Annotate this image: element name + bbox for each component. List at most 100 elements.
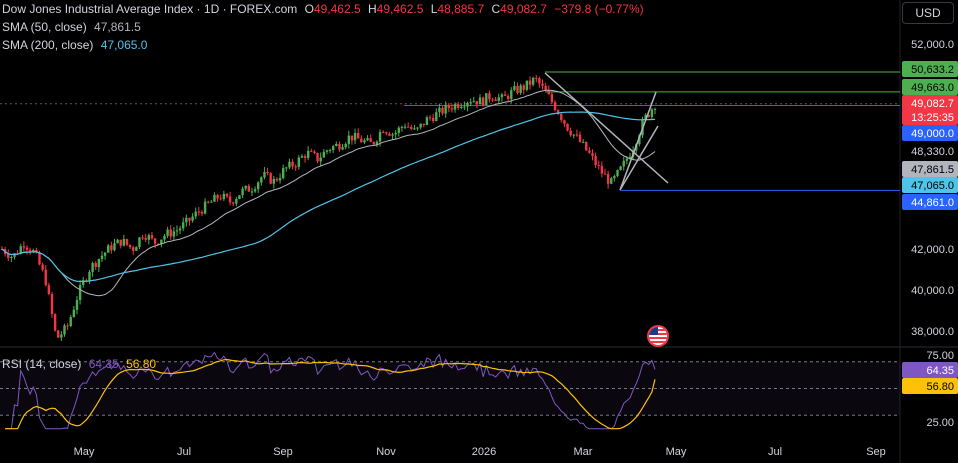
candle-body	[366, 138, 369, 141]
candle-body	[75, 300, 79, 310]
time-tick-label: Nov	[376, 446, 396, 458]
candle-body	[294, 166, 297, 168]
trendline	[544, 72, 669, 184]
symbol-legend[interactable]: Dow Jones Industrial Average Index · 1D …	[2, 2, 644, 16]
rsi-badge-label: 64.35	[926, 365, 954, 377]
price-badge	[902, 194, 958, 210]
candle-body	[378, 132, 382, 142]
currency-button[interactable]: USD	[902, 2, 954, 24]
sma200-legend[interactable]: SMA (200, close) 47,065.0	[2, 38, 147, 52]
candle-body	[485, 93, 488, 106]
candle-body	[297, 157, 301, 167]
time-tick-label: Sep	[273, 446, 293, 458]
candle-body	[360, 138, 363, 143]
candle-body	[169, 229, 172, 237]
price-badge	[902, 61, 958, 77]
candle-body	[82, 280, 85, 285]
candle-body	[581, 141, 585, 143]
price-badge-label: 47,861.5	[911, 164, 954, 176]
candle-body	[57, 330, 60, 338]
rsi-tick-label: 75.00	[926, 350, 954, 362]
close-label: C	[491, 2, 501, 16]
candle-body	[247, 185, 251, 192]
sma200-value: 47,065.0	[100, 38, 148, 52]
rsi-legend[interactable]: RSI (14, close) 64.35 56.80	[2, 357, 156, 371]
us-flag-icon[interactable]	[647, 325, 669, 347]
candle-body	[325, 150, 329, 152]
candle-body	[491, 99, 494, 101]
candle-body	[160, 239, 163, 245]
candle-body	[263, 171, 266, 178]
candle-body	[510, 90, 513, 99]
candle-body	[200, 211, 204, 214]
candle-body	[575, 134, 579, 136]
candle-body	[494, 99, 497, 101]
candle-body	[94, 263, 97, 268]
candle-body	[613, 176, 616, 179]
candle-body	[431, 117, 435, 122]
time-tick-label: Mar	[574, 446, 593, 458]
candle-body	[97, 259, 101, 268]
candle-body	[516, 86, 519, 93]
candle-body	[422, 123, 425, 126]
candle-body	[238, 195, 241, 199]
candle-body	[625, 158, 629, 161]
candle-body	[500, 94, 504, 98]
sma50-legend[interactable]: SMA (50, close) 47,861.5	[2, 20, 141, 34]
candle-body	[38, 252, 41, 265]
candle-body	[260, 177, 263, 183]
candle-body	[391, 134, 394, 136]
candle-body	[275, 178, 279, 181]
candle-body	[306, 150, 310, 158]
price-tick-label: 52,000.0	[911, 39, 954, 51]
candle-body	[550, 94, 554, 103]
candle-body	[547, 90, 550, 95]
candle-body	[191, 216, 194, 221]
rsi-badge-label: 56.80	[926, 381, 954, 393]
candle-body	[153, 238, 157, 244]
price-badge-label: 48,330.0	[911, 146, 954, 158]
rsi-sma-line	[5, 358, 656, 430]
candle-body	[288, 161, 291, 168]
sma50-line	[1, 89, 656, 297]
candle-body	[428, 117, 432, 119]
candle-body	[132, 247, 135, 251]
candle-body	[116, 239, 119, 244]
candle-body	[107, 245, 110, 253]
candle-body	[128, 244, 132, 248]
candle-body	[188, 217, 191, 221]
candle-body	[72, 309, 76, 318]
price-badge-label: 47,065.0	[911, 180, 954, 192]
candle-body	[622, 160, 625, 167]
candle-body	[353, 132, 357, 141]
candle-body	[272, 178, 276, 184]
candle-body	[291, 161, 294, 167]
candle-body	[300, 156, 304, 158]
candle-body	[444, 104, 447, 114]
candle-body	[50, 294, 54, 314]
candle-body	[388, 133, 391, 136]
candle-body	[235, 198, 238, 204]
candle-body	[32, 250, 35, 253]
candle-body	[194, 211, 197, 217]
candle-body	[628, 156, 632, 159]
candle-body	[438, 107, 441, 113]
candle-body	[650, 109, 654, 117]
candle-body	[460, 106, 463, 108]
candle-body	[419, 123, 422, 128]
rsi-tick-label: 25.00	[926, 417, 954, 429]
candle-body	[138, 237, 141, 248]
candle-body	[653, 108, 657, 110]
candle-body	[435, 112, 438, 122]
candle-body	[538, 78, 541, 84]
candle-body	[144, 237, 147, 240]
candle-body	[197, 211, 201, 213]
candle-body	[313, 151, 316, 154]
candle-body	[619, 166, 622, 171]
candle-body	[375, 141, 379, 145]
candle-body	[285, 167, 288, 169]
trendline	[619, 125, 659, 191]
price-tick-label: 38,000.0	[911, 326, 954, 338]
candle-body	[10, 256, 13, 259]
